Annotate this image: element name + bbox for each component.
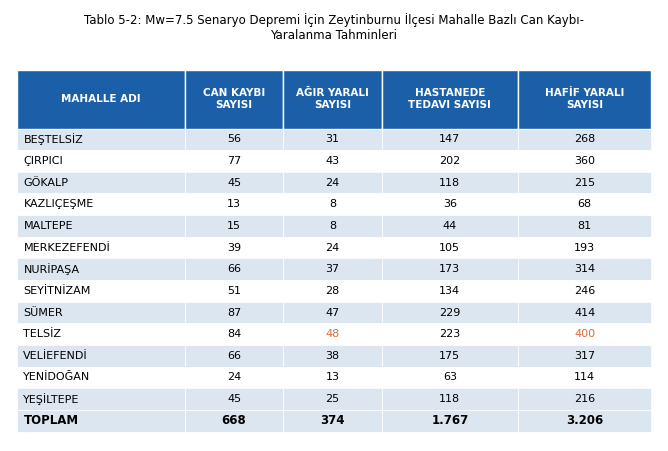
Text: VELİEFENDİ: VELİEFENDİ — [23, 351, 88, 361]
Text: 38: 38 — [325, 351, 339, 361]
Text: 8: 8 — [329, 199, 336, 209]
Text: AĞIR YARALI
SAYISI: AĞIR YARALI SAYISI — [296, 88, 369, 110]
Text: 360: 360 — [574, 156, 595, 166]
Text: 400: 400 — [574, 329, 595, 339]
Text: 268: 268 — [574, 134, 595, 144]
Text: 51: 51 — [227, 286, 241, 296]
Text: 39: 39 — [227, 243, 241, 253]
Text: 63: 63 — [443, 373, 457, 382]
Text: 43: 43 — [325, 156, 339, 166]
Text: 246: 246 — [574, 286, 595, 296]
Text: 47: 47 — [325, 308, 339, 318]
Text: 229: 229 — [439, 308, 460, 318]
Text: 8: 8 — [329, 221, 336, 231]
Text: 28: 28 — [325, 286, 339, 296]
Text: 314: 314 — [574, 264, 595, 274]
Text: 134: 134 — [440, 286, 460, 296]
Text: 175: 175 — [440, 351, 460, 361]
Text: TOPLAM: TOPLAM — [23, 414, 79, 427]
Text: MERKEZEFENDİ: MERKEZEFENDİ — [23, 243, 110, 253]
Text: 374: 374 — [320, 414, 345, 427]
Text: 36: 36 — [443, 199, 457, 209]
Text: 118: 118 — [440, 178, 460, 188]
Text: 56: 56 — [227, 134, 241, 144]
Text: 24: 24 — [325, 178, 339, 188]
Text: 68: 68 — [578, 199, 592, 209]
Text: 114: 114 — [574, 373, 595, 382]
Text: ÇIRPICI: ÇIRPICI — [23, 156, 63, 166]
Text: 84: 84 — [227, 329, 241, 339]
Text: 66: 66 — [227, 264, 241, 274]
Text: 48: 48 — [325, 329, 339, 339]
Text: GÖKALP: GÖKALP — [23, 178, 68, 188]
Text: 118: 118 — [440, 394, 460, 404]
Text: HAFİF YARALI
SAYISI: HAFİF YARALI SAYISI — [545, 88, 625, 110]
Text: 147: 147 — [439, 134, 460, 144]
Text: Tablo 5-2: Mw=7.5 Senaryo Depremi İçin Zeytinburnu İlçesi Mahalle Bazlı Can Kayb: Tablo 5-2: Mw=7.5 Senaryo Depremi İçin Z… — [84, 14, 584, 42]
Text: NURİPAŞA: NURİPAŞA — [23, 263, 79, 275]
Text: 37: 37 — [325, 264, 339, 274]
Text: 77: 77 — [227, 156, 241, 166]
Text: 216: 216 — [574, 394, 595, 404]
Text: SÜMER: SÜMER — [23, 308, 63, 318]
Text: TELSİZ: TELSİZ — [23, 329, 61, 339]
Text: YEŞİLTEPE: YEŞİLTEPE — [23, 393, 79, 405]
Text: YENİDOĞAN: YENİDOĞAN — [23, 373, 91, 382]
Text: 1.767: 1.767 — [431, 414, 468, 427]
Text: 44: 44 — [443, 221, 457, 231]
Text: 193: 193 — [574, 243, 595, 253]
Text: 24: 24 — [227, 373, 241, 382]
Text: 13: 13 — [325, 373, 339, 382]
Text: 105: 105 — [440, 243, 460, 253]
Text: 45: 45 — [227, 178, 241, 188]
Text: 24: 24 — [325, 243, 339, 253]
Text: KAZLIÇEŞME: KAZLIÇEŞME — [23, 199, 94, 209]
Text: 215: 215 — [574, 178, 595, 188]
Text: 223: 223 — [439, 329, 460, 339]
Text: HASTANEDE
TEDAVI SAYISI: HASTANEDE TEDAVI SAYISI — [408, 88, 491, 110]
Text: 13: 13 — [227, 199, 241, 209]
Text: 317: 317 — [574, 351, 595, 361]
Text: BEŞTELSİZ: BEŞTELSİZ — [23, 133, 83, 145]
Text: 31: 31 — [325, 134, 339, 144]
Text: 202: 202 — [439, 156, 460, 166]
Text: 173: 173 — [440, 264, 460, 274]
Text: 45: 45 — [227, 394, 241, 404]
Text: 25: 25 — [325, 394, 339, 404]
Text: 81: 81 — [578, 221, 592, 231]
Text: 15: 15 — [227, 221, 241, 231]
Text: 66: 66 — [227, 351, 241, 361]
Text: MALTEPE: MALTEPE — [23, 221, 73, 231]
Text: CAN KAYBI
SAYISI: CAN KAYBI SAYISI — [203, 88, 265, 110]
Text: 668: 668 — [222, 414, 246, 427]
Text: 3.206: 3.206 — [566, 414, 603, 427]
Text: 414: 414 — [574, 308, 595, 318]
Text: MAHALLE ADI: MAHALLE ADI — [61, 94, 140, 104]
Text: 87: 87 — [227, 308, 241, 318]
Text: SEYİTNİZAM: SEYİTNİZAM — [23, 286, 91, 296]
